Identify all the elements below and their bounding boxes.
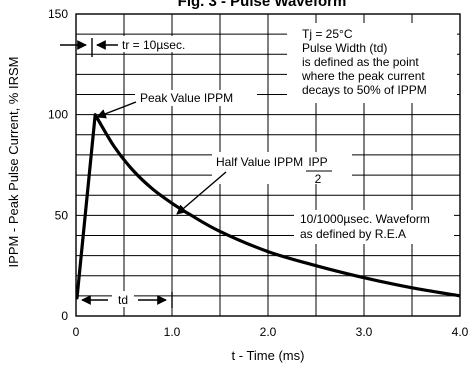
waveform-line-1: 10/1000µsec. Waveform bbox=[300, 212, 430, 226]
condition-line-1: Tj = 25°C bbox=[302, 27, 353, 41]
condition-line-5: decays to 50% of IPPM bbox=[302, 83, 427, 97]
half-fraction-numerator: IPP bbox=[308, 155, 327, 169]
conditions-bg bbox=[287, 23, 457, 103]
x-axis-label: t - Time (ms) bbox=[232, 348, 305, 363]
y-tick-label: 150 bbox=[48, 7, 68, 21]
half-fraction-denominator: 2 bbox=[315, 172, 322, 186]
y-tick-label: 50 bbox=[55, 208, 69, 222]
tr-label: tr = 10µsec. bbox=[122, 38, 185, 52]
x-tick-label: 3.0 bbox=[356, 325, 373, 339]
half-bg bbox=[212, 152, 352, 184]
y-axis-label: IPPM - Peak Pulse Current, % IRSM bbox=[6, 57, 21, 268]
condition-line-4: where the peak current bbox=[301, 69, 425, 83]
peak-arrow bbox=[96, 101, 137, 119]
x-axis-ticks: 0 1.0 2.0 3.0 4.0 bbox=[73, 325, 469, 339]
x-tick-label: 2.0 bbox=[260, 325, 277, 339]
half-label: Half Value IPPM bbox=[216, 155, 303, 169]
half-arrow bbox=[176, 171, 227, 215]
pulse-waveform-line bbox=[75, 113, 461, 300]
chart-title: Fig. 3 - Pulse Waveform bbox=[178, 0, 347, 10]
x-tick-label: 4.0 bbox=[452, 325, 469, 339]
x-tick-label: 1.0 bbox=[164, 325, 181, 339]
peak-label: Peak Value IPPM bbox=[140, 91, 233, 105]
y-tick-label: 100 bbox=[48, 108, 68, 122]
td-label: td bbox=[118, 293, 128, 307]
peak-bg bbox=[135, 90, 257, 106]
td-bg bbox=[112, 291, 134, 307]
tr-bg bbox=[110, 36, 206, 52]
y-tick-label: 0 bbox=[61, 309, 68, 323]
waveform-line-2: as defined by R.E.A bbox=[300, 227, 406, 241]
x-tick-label: 0 bbox=[73, 325, 80, 339]
condition-line-3: is defined as the point bbox=[302, 55, 419, 69]
plot-frame bbox=[75, 13, 461, 317]
condition-line-2: Pulse Width (td) bbox=[302, 41, 387, 55]
y-axis-ticks: 0 50 100 150 bbox=[48, 7, 68, 323]
waveform-bg bbox=[294, 210, 454, 244]
